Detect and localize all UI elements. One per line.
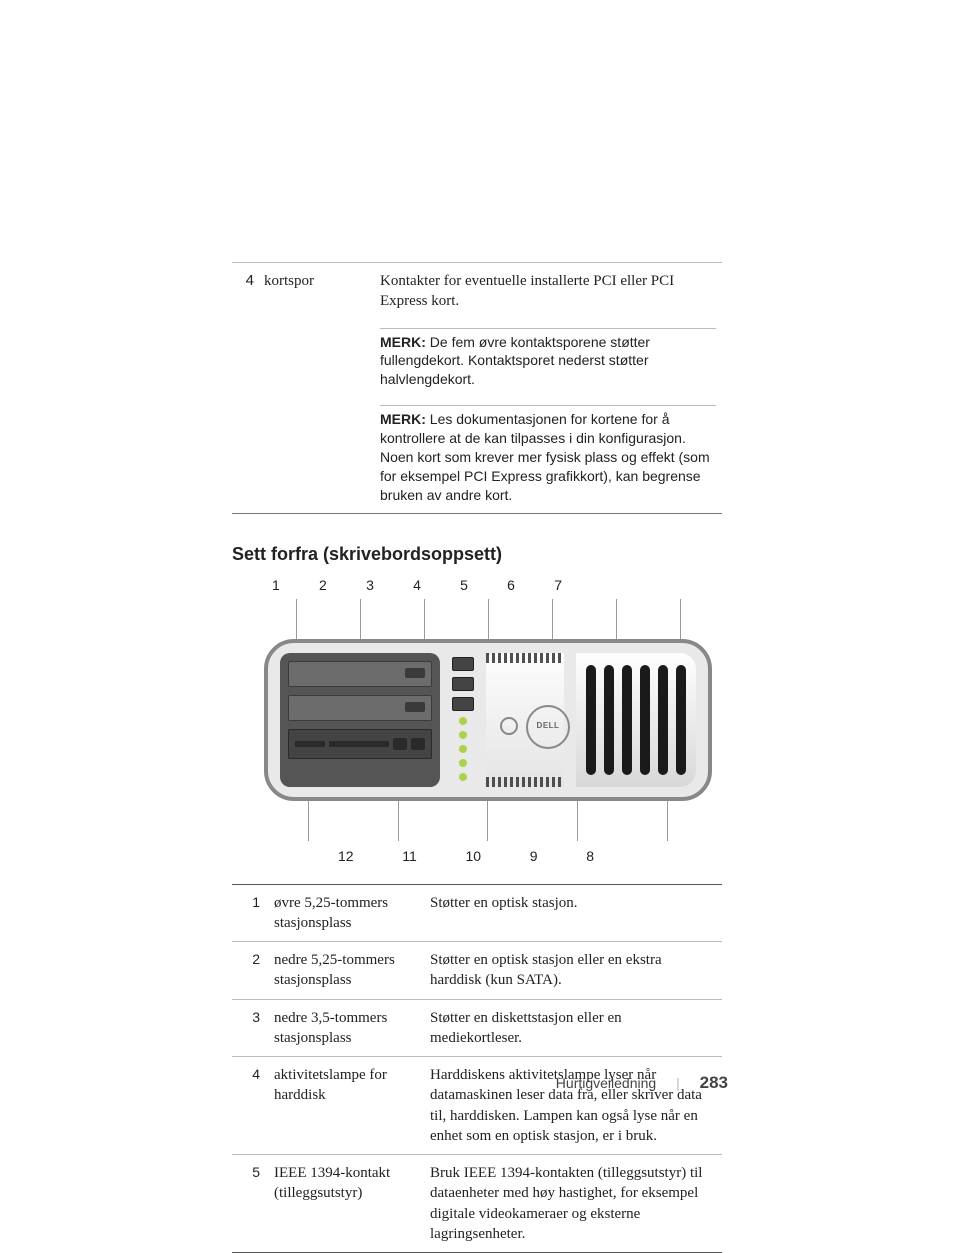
top-table: 4 kortspor Kontakter for eventuelle inst… [232,267,722,511]
item-5-label: IEEE 1394-kontakt (tilleggsutstyr) [274,1155,430,1253]
item-1-num: 1 [232,884,274,942]
port-usb-2 [452,697,474,711]
item-1-desc: Støtter en optisk stasjon. [430,884,722,942]
callout-12: 12 [338,847,354,866]
callout-2: 2 [319,576,327,595]
item-4-label: aktivitetslampe for harddisk [274,1057,430,1155]
callout-1: 1 [272,576,280,595]
item-2-num: 2 [232,942,274,1000]
page-footer: Hurtigveiledning | 283 [556,1072,728,1095]
top-row-desc: Kontakter for eventuelle installerte PCI… [380,267,722,318]
section-heading: Sett forfra (skrivebordsoppsett) [232,542,722,566]
item-row: 3 nedre 3,5-tommers stasjonsplass Støtte… [232,999,722,1057]
callouts-top: 1 2 3 4 5 6 7 [264,576,712,595]
item-3-label: nedre 3,5-tommers stasjonsplass [274,999,430,1057]
note2-text: Les dokumentasjonen for kortene for å ko… [380,411,710,503]
item-3-desc: Støtter en diskettstasjon eller en medie… [430,999,722,1057]
item-row: 1 øvre 5,25-tommers stasjonsplass Støtte… [232,884,722,942]
front-grille [576,653,696,787]
vent-bottom-icon [486,777,564,787]
item-1-label: øvre 5,25-tommers stasjonsplass [274,884,430,942]
callout-6: 6 [507,576,515,595]
note1-label: MERK: [380,334,426,350]
item-3-num: 3 [232,999,274,1057]
callout-10: 10 [465,847,481,866]
item-2-desc: Støtter en optisk stasjon eller en ekstr… [430,942,722,1000]
item-5-num: 5 [232,1155,274,1253]
item-5-desc: Bruk IEEE 1394-kontakten (tilleggsutstyr… [430,1155,722,1253]
callout-5: 5 [460,576,468,595]
port-ieee1394 [452,657,474,671]
dell-logo-icon: DELL [526,705,570,749]
item-row: 2 nedre 5,25-tommers stasjonsplass Støtt… [232,942,722,1000]
note2-label: MERK: [380,411,426,427]
lower-525-bay [288,695,432,721]
item-4-num: 4 [232,1057,274,1155]
hdd-activity-led-icon [459,717,467,725]
footer-page: 283 [700,1073,728,1092]
callout-9: 9 [530,847,538,866]
chassis: DELL [264,639,712,801]
diag-led-2-icon [459,745,467,753]
callouts-bottom: 12 11 10 9 8 [264,847,712,866]
front-view-diagram: 1 2 3 4 5 6 7 [264,576,712,866]
item-2-label: nedre 5,25-tommers stasjonsplass [274,942,430,1000]
footer-separator-icon: | [660,1075,696,1091]
callout-11: 11 [402,847,417,866]
vent-top-icon [486,653,564,663]
callout-4: 4 [413,576,421,595]
top-row-num: 4 [232,267,264,318]
lower-35-bay [288,729,432,759]
upper-525-bay [288,661,432,687]
mid-panel: DELL [486,653,564,787]
diag-led-3-icon [459,759,467,767]
footer-title: Hurtigveiledning [556,1075,656,1091]
callout-7: 7 [554,576,562,595]
front-ports [452,653,474,787]
drive-bezel [280,653,440,787]
power-button-icon [500,717,518,735]
items-table: 1 øvre 5,25-tommers stasjonsplass Støtte… [232,884,722,1253]
callout-3: 3 [366,576,374,595]
top-row-label: kortspor [264,267,380,318]
diag-led-1-icon [459,731,467,739]
callout-8: 8 [586,847,594,866]
diag-led-4-icon [459,773,467,781]
port-usb-1 [452,677,474,691]
item-row: 5 IEEE 1394-kontakt (tilleggsutstyr) Bru… [232,1155,722,1253]
